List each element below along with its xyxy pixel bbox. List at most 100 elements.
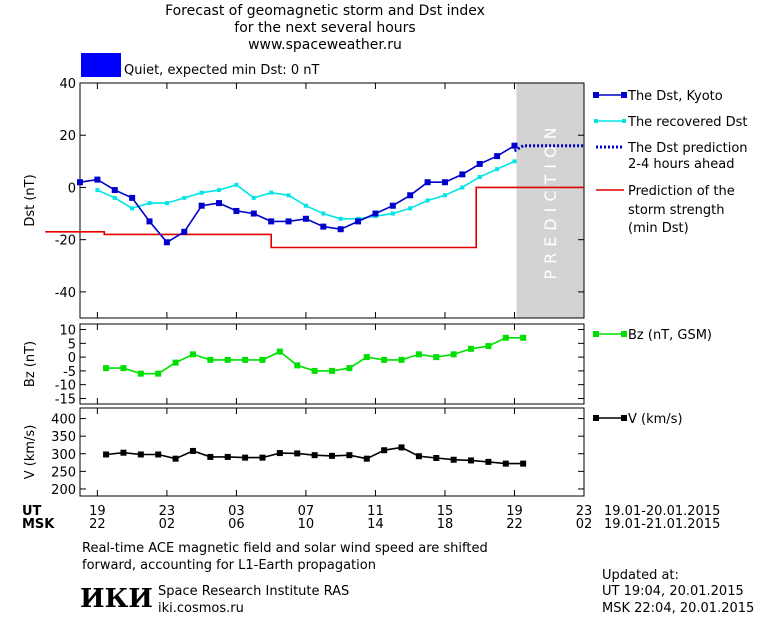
data-point-the-recovered-dst — [112, 195, 117, 200]
footer-note-line-1: Real-time ACE magnetic field and solar w… — [82, 541, 488, 556]
legend-marker-bz — [621, 331, 627, 337]
data-point-the-recovered-dst — [269, 190, 274, 195]
data-point-v-km-s- — [520, 460, 527, 467]
data-point-the-dst-kyoto — [511, 142, 518, 149]
x-tick-label-msk: 10 — [298, 517, 315, 532]
data-point-the-dst-kyoto — [233, 207, 240, 214]
plot-frame-v — [79, 407, 585, 497]
prediction-zone — [516, 83, 584, 318]
data-point-the-dst-kyoto — [163, 239, 170, 246]
data-point-the-recovered-dst — [95, 188, 100, 193]
data-point-bz-nt-gsm- — [172, 359, 179, 366]
data-point-v-km-s- — [398, 444, 405, 451]
data-point-v-km-s- — [363, 455, 370, 462]
data-point-the-recovered-dst — [477, 175, 482, 179]
prediction-zone-label: PREDICTION — [541, 121, 560, 279]
y-tick-label-dst: 40 — [59, 77, 76, 92]
y-tick-label-bz: -15 — [55, 392, 76, 407]
y-tick-label-v: 350 — [51, 430, 76, 445]
legend-label-storm-2: storm strength — [628, 203, 725, 218]
chart-title-line-3: www.spaceweather.ru — [248, 37, 402, 53]
y-tick-label-v: 400 — [51, 413, 76, 428]
data-point-v-km-s- — [103, 451, 110, 458]
data-point-the-recovered-dst — [182, 195, 187, 200]
data-point-bz-nt-gsm- — [294, 362, 301, 369]
footer-note-line-2: forward, accounting for L1-Earth propaga… — [82, 558, 376, 573]
data-point-v-km-s- — [276, 450, 283, 457]
y-tick-label-dst: 0 — [68, 181, 76, 196]
data-point-the-dst-kyoto — [94, 176, 101, 183]
x-axis-ut-range: 19.01-20.01.2015 — [604, 504, 720, 519]
data-point-bz-nt-gsm- — [137, 370, 144, 377]
legend-label-dst-recovered: The recovered Dst — [627, 115, 747, 130]
updated-ut: UT 19:04, 20.01.2015 — [602, 584, 744, 599]
x-tick-label-msk: 22 — [89, 517, 106, 532]
x-axis-msk-label: MSK — [22, 517, 55, 532]
legend-marker-dst-kyoto — [593, 92, 599, 98]
data-point-v-km-s- — [450, 456, 457, 463]
data-point-bz-nt-gsm- — [224, 356, 231, 363]
y-axis-label-v: V (km/s) — [23, 425, 38, 480]
data-point-the-dst-kyoto — [181, 228, 188, 235]
status-color-swatch — [81, 53, 121, 77]
x-tick-label-ut: 19 — [506, 504, 523, 519]
legend-marker-dst-kyoto — [621, 92, 627, 98]
x-tick-label-msk: 18 — [437, 517, 454, 532]
y-axis-label-bz: Bz (nT) — [23, 341, 38, 387]
legend-marker-v — [593, 415, 599, 421]
y-tick-label-dst: 20 — [59, 129, 76, 144]
chart-title-line-1: Forecast of geomagnetic storm and Dst in… — [165, 3, 485, 19]
data-point-the-dst-kyoto — [320, 223, 327, 230]
x-tick-label-ut: 03 — [228, 504, 245, 519]
data-point-the-dst-kyoto — [407, 192, 414, 199]
data-point-v-km-s- — [172, 455, 179, 462]
y-tick-label-bz: 10 — [59, 324, 76, 339]
x-tick-label-msk: 14 — [367, 517, 384, 532]
legend-label-bz: Bz (nT, GSM) — [628, 328, 712, 343]
y-tick-label-bz: 0 — [68, 351, 76, 366]
legend-marker-dst-recovered — [622, 119, 626, 123]
x-tick-label-ut: 07 — [298, 504, 315, 519]
data-point-bz-nt-gsm- — [207, 356, 214, 363]
data-point-the-recovered-dst — [199, 190, 204, 195]
data-point-v-km-s- — [433, 454, 440, 461]
y-tick-label-v: 200 — [51, 483, 76, 498]
data-point-v-km-s- — [502, 460, 509, 467]
data-point-the-dst-kyoto — [268, 218, 275, 225]
plot-frame-bz — [79, 323, 585, 405]
data-point-bz-nt-gsm- — [520, 334, 527, 341]
data-point-bz-nt-gsm- — [433, 354, 440, 361]
data-point-bz-nt-gsm- — [259, 356, 266, 363]
data-point-bz-nt-gsm- — [103, 365, 110, 372]
data-point-the-dst-kyoto — [459, 171, 466, 178]
data-point-v-km-s- — [189, 447, 196, 454]
x-tick-label-ut: 15 — [437, 504, 454, 519]
updated-msk: MSK 22:04, 20.01.2015 — [602, 601, 755, 616]
data-point-the-recovered-dst — [130, 206, 135, 211]
updated-label: Updated at: — [602, 568, 679, 583]
data-point-bz-nt-gsm- — [329, 367, 335, 374]
x-tick-label-msk: 02 — [576, 517, 593, 532]
data-point-v-km-s- — [137, 451, 144, 458]
series-line-prediction-of-the-storm-strength-min-dst- — [45, 186, 584, 249]
data-point-v-km-s- — [207, 453, 214, 460]
data-point-v-km-s- — [259, 454, 266, 461]
y-tick-label-bz: -5 — [63, 365, 76, 380]
data-point-the-dst-kyoto — [372, 210, 379, 217]
data-point-bz-nt-gsm- — [468, 345, 475, 352]
data-point-the-recovered-dst — [460, 185, 465, 190]
data-point-v-km-s- — [294, 450, 301, 457]
iki-logo: ИКИ — [80, 584, 153, 614]
series-line-the-dst-prediction-2-4-hours-ahead — [513, 144, 584, 153]
data-point-bz-nt-gsm- — [276, 348, 283, 355]
plot-frame-dst — [79, 82, 585, 319]
data-point-bz-nt-gsm- — [415, 351, 422, 358]
data-point-the-recovered-dst — [512, 159, 517, 164]
data-point-the-dst-kyoto — [302, 215, 309, 222]
data-point-the-dst-kyoto — [198, 202, 205, 209]
data-point-the-dst-kyoto — [355, 218, 362, 225]
legend-label-storm-1: Prediction of the — [628, 184, 735, 199]
institute-name: Space Research Institute RAS — [158, 584, 350, 599]
x-tick-label-msk: 06 — [228, 517, 245, 532]
data-point-v-km-s- — [381, 447, 388, 454]
